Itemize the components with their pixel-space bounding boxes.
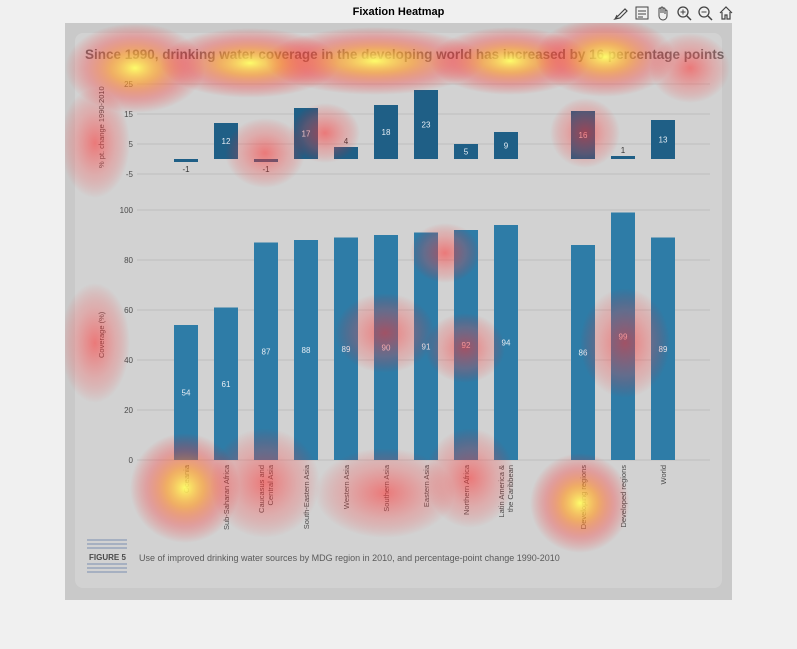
coverage-tick-label: 60 [124,306,133,315]
category-label: World [659,465,668,484]
coverage-data-label: 88 [302,346,311,355]
change-bar [494,132,518,159]
pan-hand-icon[interactable] [653,3,673,23]
home-icon[interactable] [716,3,736,23]
figure-caption: FIGURE 5 Use of improved drinking water … [87,539,560,573]
change-data-label: 9 [504,142,509,151]
change-data-label: -1 [262,165,270,174]
category-label: Eastern Asia [422,464,431,507]
change-data-label: 12 [222,137,231,146]
heatmap-axes[interactable]: Since 1990, drinking water coverage in t… [65,23,732,600]
change-bar [174,159,198,162]
category-label: Southern Asia [382,464,391,512]
change-data-label: 23 [422,121,431,130]
category-label: Developing regions [579,465,588,529]
coverage-data-label: 86 [579,349,588,358]
change-tick-label: 5 [129,140,134,149]
change-bar [334,147,358,159]
change-data-label: -1 [182,165,190,174]
coverage-data-label: 99 [619,332,628,341]
coverage-data-label: 89 [342,345,351,354]
change-tick-label: -5 [126,170,134,179]
coverage-data-label: 91 [422,342,431,351]
category-label: Northern Africa [462,464,471,515]
coverage-tick-label: 20 [124,406,133,415]
change-data-label: 5 [464,148,469,157]
coverage-data-label: 94 [502,339,511,348]
coverage-axis-label: Coverage (%) [97,311,106,358]
category-label: Western Asia [342,464,351,509]
change-bar [651,120,675,159]
category-label: South-Eastern Asia [302,464,311,529]
caption-label: FIGURE 5 [89,553,126,562]
coverage-data-label: 54 [182,389,191,398]
caption-text: Use of improved drinking water sources b… [139,553,560,563]
change-axis-label: % pt. change 1990-2010 [97,86,106,168]
category-label: Latin America &the Caribbean [497,465,515,518]
figure-title: Fixation Heatmap [352,6,445,18]
change-bar [254,159,278,162]
change-data-label: 17 [302,130,311,139]
category-label: Sub-Saharan Africa [222,464,231,530]
change-data-label: 4 [344,137,349,146]
zoom-out-icon[interactable] [695,3,715,23]
coverage-tick-label: 0 [129,456,134,465]
change-data-label: 1 [621,146,626,155]
coverage-bar [254,242,278,460]
change-bar [454,144,478,159]
category-label: Oceania [182,464,191,493]
category-label: Developed regions [619,465,628,528]
coverage-data-label: 92 [462,341,471,350]
category-label: Caucasus andCentral Asia [257,464,275,513]
change-bar [414,90,438,159]
change-data-label: 13 [659,136,668,145]
coverage-data-label: 87 [262,347,271,356]
brush-icon[interactable] [611,3,631,23]
figure-toolbar [611,3,736,23]
coverage-data-label: 90 [382,344,391,353]
change-data-label: 16 [579,131,588,140]
coverage-bar [294,240,318,460]
change-bar [611,156,635,159]
coverage-tick-label: 80 [124,256,133,265]
coverage-data-label: 89 [659,345,668,354]
chart-title: Since 1990, drinking water coverage in t… [85,47,724,62]
coverage-tick-label: 40 [124,356,133,365]
change-tick-label: 25 [124,80,133,89]
change-data-label: 18 [382,128,391,137]
change-bar [374,105,398,159]
data-tips-icon[interactable] [632,3,652,23]
coverage-data-label: 61 [222,380,231,389]
coverage-tick-label: 100 [120,206,134,215]
change-tick-label: 15 [124,110,133,119]
chart-image: Since 1990, drinking water coverage in t… [65,23,732,600]
zoom-in-icon[interactable] [674,3,694,23]
